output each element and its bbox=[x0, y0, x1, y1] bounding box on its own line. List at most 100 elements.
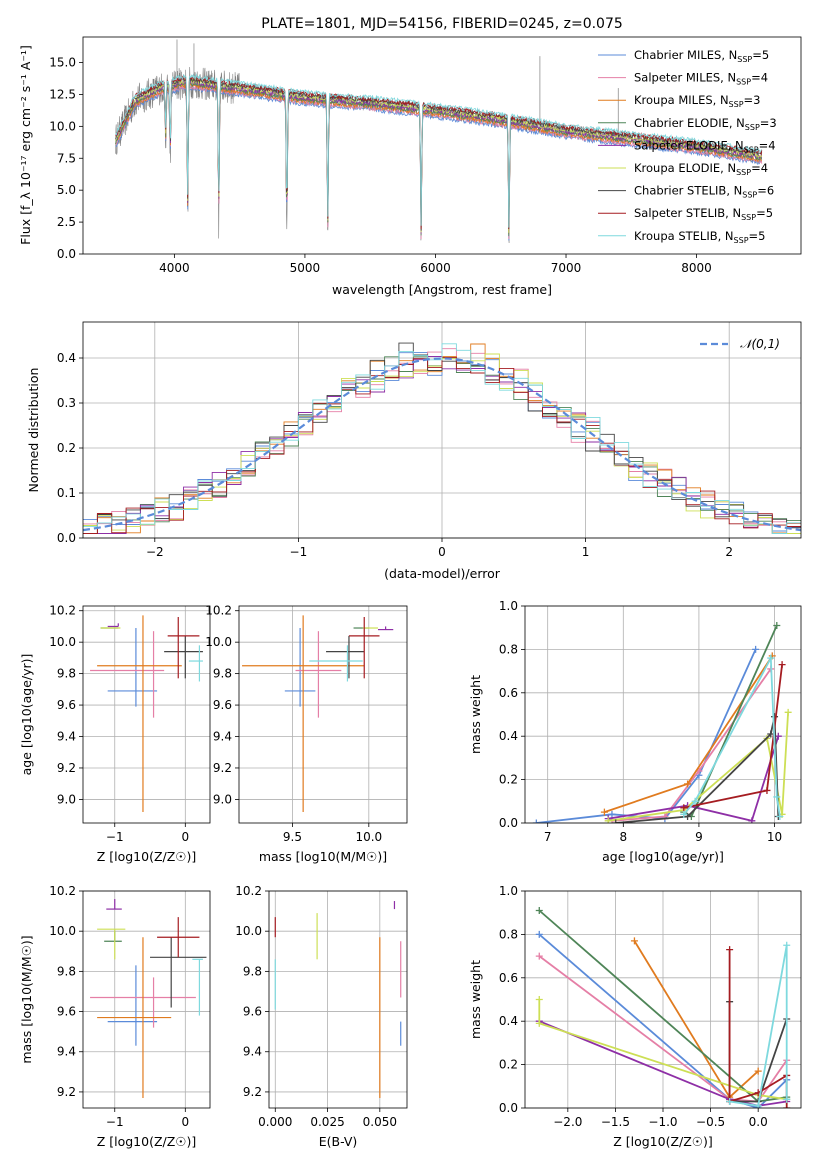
tick-label-y: 9.8 bbox=[57, 667, 76, 681]
histogram-kroupa-stelib bbox=[83, 343, 801, 534]
data-point-marker bbox=[532, 819, 540, 823]
axes-frame bbox=[238, 605, 408, 824]
legend-entry: Chabrier ELODIE, NSSP=3 bbox=[634, 116, 777, 132]
data-point-marker bbox=[726, 946, 734, 954]
plot-area bbox=[90, 615, 203, 812]
tick-label-x: 9.5 bbox=[283, 830, 302, 844]
legend: Chabrier MILES, NSSP=5 Salpeter MILES, NS… bbox=[598, 48, 777, 245]
legend-entry: 𝒩(0,1) bbox=[740, 337, 780, 351]
tick-label-y: 10.2 bbox=[49, 604, 76, 618]
tick-label-x: −0.5 bbox=[696, 1115, 725, 1129]
panel-age-vs-Z: −1 0 9.0 9.2 9.4 9.6 9.8 10.0 10.2 Z [log10(Z/Z☉)… bbox=[19, 604, 211, 864]
data-point-marker bbox=[783, 1095, 791, 1103]
data-point-marker bbox=[783, 941, 791, 949]
tick-label-y: 0.4 bbox=[57, 351, 76, 365]
point-salpeter-miles bbox=[90, 631, 165, 718]
data-point-marker bbox=[748, 817, 756, 823]
x-axis-label: Z [log10(Z/Z☉)] bbox=[97, 849, 197, 864]
tick-label-y: 0.6 bbox=[499, 971, 518, 985]
tick-label-x: 1 bbox=[582, 545, 590, 559]
panel-mass-vs-Z: −1 0 9.2 9.4 9.6 9.8 10.0 10.2 Z [log10(Z/Z☉)] ma… bbox=[19, 884, 211, 1149]
data-point-marker bbox=[773, 793, 781, 801]
point-chabrier-miles bbox=[107, 965, 158, 1046]
series-kroupa-stelib bbox=[680, 654, 784, 820]
tick-label-x: −2 bbox=[146, 545, 164, 559]
tick-label-y: 9.2 bbox=[243, 1085, 262, 1099]
tick-label-x: 0.050 bbox=[363, 1115, 397, 1129]
point-chabrier-stelib bbox=[164, 635, 203, 679]
panel-residuals: −2 −1 0 1 2 0.0 0.1 0.2 0.3 0.4 (data-model)/error… bbox=[26, 321, 802, 581]
panel-spectrum: 4000 5000 6000 7000 8000 0.0 2.5 5.0 7.5 10.0 12.5… bbox=[18, 16, 802, 297]
tick-label-y: 0.3 bbox=[57, 396, 76, 410]
tick-label-y: 9.8 bbox=[57, 964, 76, 978]
x-axis-label: mass [log10(M/M☉)] bbox=[259, 849, 387, 864]
tick-label-y: 0.0 bbox=[499, 816, 518, 830]
tick-label-y: 0.0 bbox=[499, 1101, 518, 1115]
tick-label-y: 0.2 bbox=[499, 773, 518, 787]
tick-label-y: 9.4 bbox=[213, 730, 232, 744]
point-kroupa-stelib bbox=[309, 645, 363, 682]
tick-label-x: 4000 bbox=[159, 261, 190, 275]
tick-label-x: 5000 bbox=[290, 261, 321, 275]
point-kroupa-elodie bbox=[97, 928, 126, 960]
legend-entry: Salpeter ELODIE, NSSP=4 bbox=[634, 138, 776, 154]
data-point-marker bbox=[630, 937, 638, 945]
tick-label-x: 7 bbox=[544, 830, 552, 844]
point-salpeter-elodie bbox=[377, 626, 394, 631]
point-chabrier-elodie bbox=[104, 931, 122, 942]
tick-label-x: 10 bbox=[767, 830, 782, 844]
data-point-marker bbox=[778, 661, 786, 669]
model-line-salpeter-elodie bbox=[115, 80, 763, 234]
tick-label-x: 0 bbox=[438, 545, 446, 559]
tick-label-x: 0 bbox=[181, 1115, 189, 1129]
data-point-marker bbox=[535, 996, 543, 1003]
axes-frame bbox=[82, 36, 802, 255]
series-line bbox=[538, 999, 787, 1101]
series-line bbox=[729, 945, 788, 1107]
data-point-marker bbox=[771, 713, 779, 721]
tick-label-x: 8 bbox=[619, 830, 627, 844]
legend-entry: Chabrier STELIB, NSSP=6 bbox=[634, 184, 774, 200]
data-point-marker bbox=[535, 952, 543, 960]
legend-entry: Chabrier MILES, NSSP=5 bbox=[634, 48, 769, 64]
series-line bbox=[683, 654, 781, 817]
model-line-kroupa-stelib bbox=[115, 73, 762, 228]
legend-entry: Kroupa MILES, NSSP=3 bbox=[634, 93, 760, 109]
tick-label-y: 15.0 bbox=[49, 56, 76, 70]
tick-label-y: 0.6 bbox=[499, 686, 518, 700]
tick-label-y: 9.6 bbox=[57, 698, 76, 712]
axes-frame bbox=[524, 605, 802, 824]
tick-label-y: 10.2 bbox=[235, 884, 262, 898]
point-salpeter-stelib bbox=[167, 617, 200, 679]
tick-label-x: −1.0 bbox=[648, 1115, 677, 1129]
axes-frame bbox=[82, 890, 211, 1109]
point-kroupa-stelib bbox=[192, 958, 203, 1016]
data-point-marker bbox=[612, 819, 620, 823]
plot-area bbox=[274, 901, 402, 1098]
data-point-marker bbox=[754, 1102, 762, 1108]
plot-area bbox=[535, 907, 791, 1108]
x-axis-label: age [log10(age/yr)] bbox=[602, 849, 724, 864]
series-kroupa-miles bbox=[600, 652, 776, 816]
tick-label-y: 10.0 bbox=[205, 635, 232, 649]
tick-label-y: 0.8 bbox=[499, 927, 518, 941]
data-point-marker bbox=[776, 812, 784, 820]
series-salpeter-stelib bbox=[680, 661, 786, 812]
y-axis-label: mass [log10(M/M☉)] bbox=[19, 935, 34, 1063]
plot-area bbox=[83, 342, 801, 534]
tick-label-y: 5.0 bbox=[57, 183, 76, 197]
tick-label-y: 10.0 bbox=[235, 924, 262, 938]
plot-area bbox=[242, 615, 394, 812]
tick-label-x: 0 bbox=[181, 830, 189, 844]
x-axis-label: Z [log10(Z/Z☉)] bbox=[97, 1134, 197, 1149]
tick-label-x: −1 bbox=[106, 830, 124, 844]
tick-label-y: 9.2 bbox=[57, 761, 76, 775]
chart-title: PLATE=1801, MJD=54156, FIBERID=0245, z=0… bbox=[261, 16, 623, 32]
tick-label-x: 8000 bbox=[681, 261, 712, 275]
tick-label-y: 10.0 bbox=[49, 119, 76, 133]
tick-label-y: 9.2 bbox=[57, 1085, 76, 1099]
x-axis-label: (data-model)/error bbox=[384, 566, 501, 581]
tick-label-x: −1.5 bbox=[601, 1115, 630, 1129]
legend-entry: Salpeter MILES, NSSP=4 bbox=[634, 71, 768, 87]
